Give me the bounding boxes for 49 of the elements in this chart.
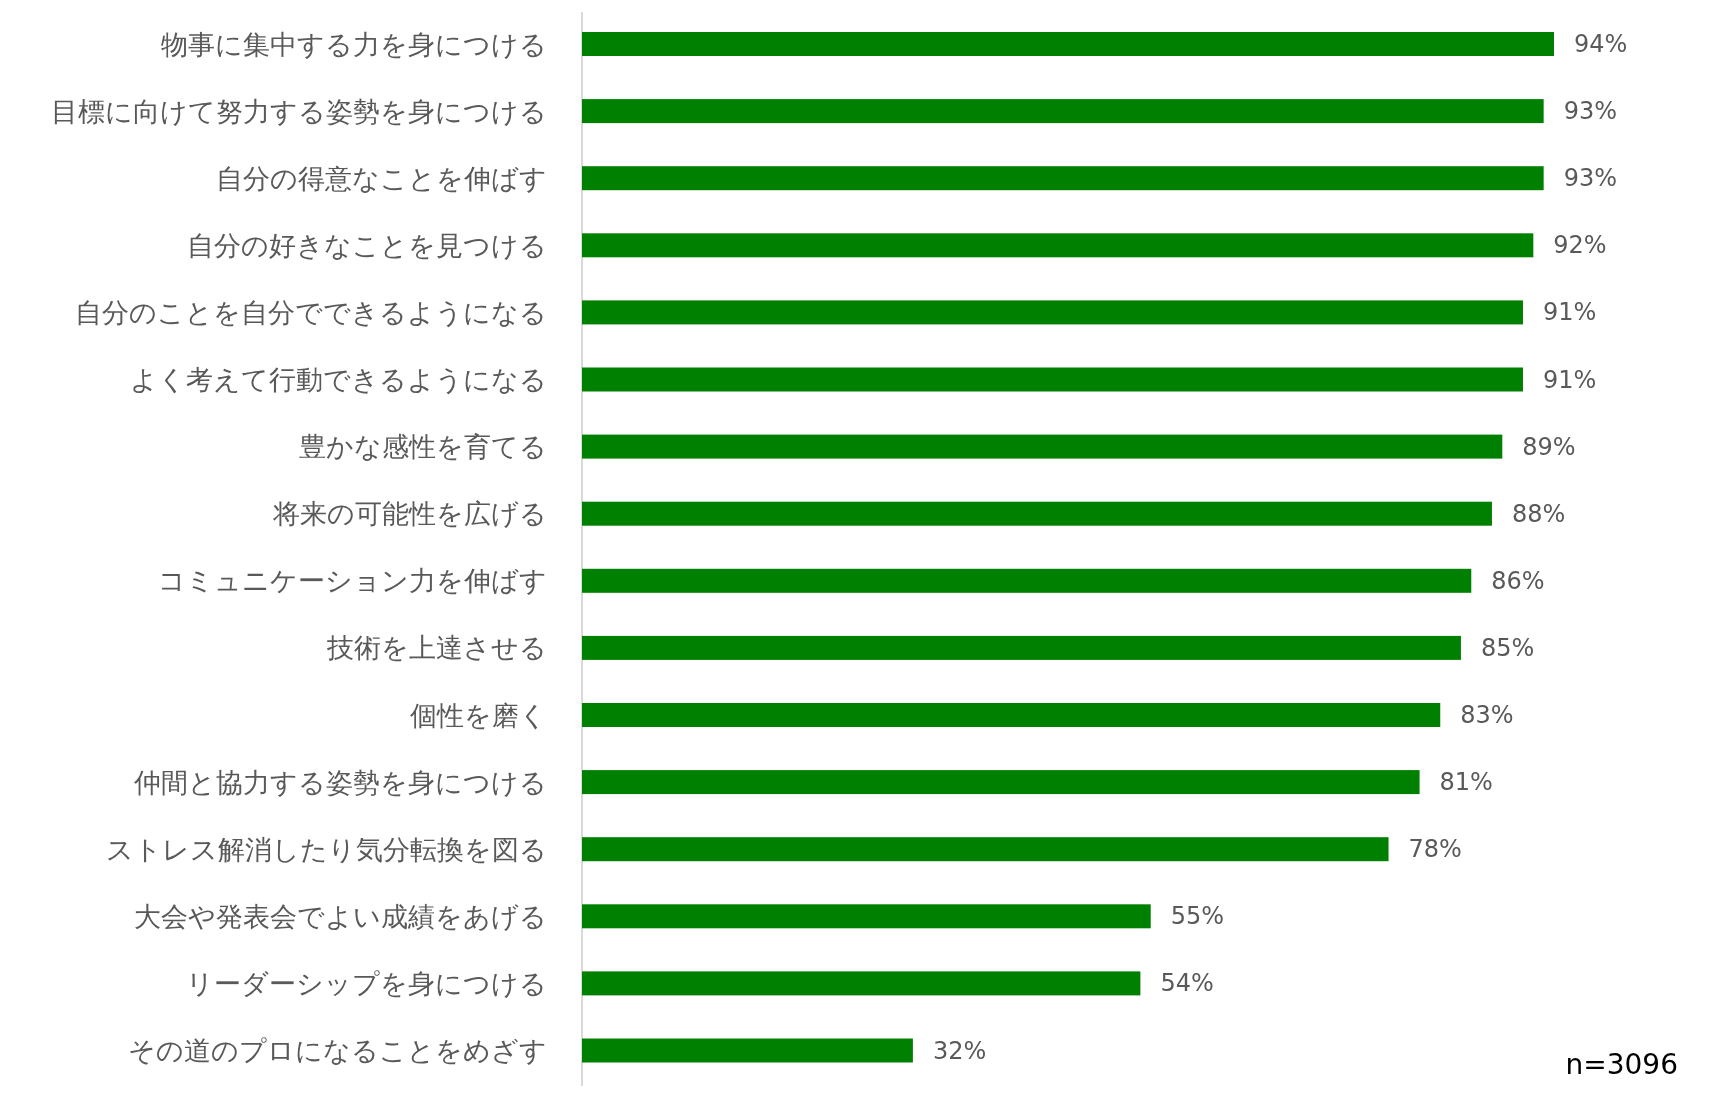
y-tick-label: 将来の可能性を広げる <box>272 498 547 530</box>
bar <box>582 904 1151 929</box>
data-label: 83% <box>1460 701 1514 729</box>
bar <box>582 99 1544 124</box>
y-tick-label: コミュニケーション力を伸ばす <box>158 565 547 597</box>
y-tick-label: よく考えて行動できるようになる <box>130 364 547 395</box>
bar <box>582 770 1420 795</box>
bar <box>582 166 1544 191</box>
bar <box>582 501 1492 526</box>
bar <box>582 1038 913 1063</box>
bar <box>582 837 1389 862</box>
y-tick-label: 豊かな感性を育てる <box>299 431 547 463</box>
y-tick-label: ストレス解消したり気分転換を図る <box>106 833 547 865</box>
y-tick-label: 技術を上達させる <box>326 632 547 664</box>
data-label: 88% <box>1511 499 1566 528</box>
bar <box>582 367 1523 392</box>
bar <box>582 434 1503 459</box>
data-label: 55% <box>1170 902 1225 931</box>
data-label: 91% <box>1542 298 1597 327</box>
data-label: 93% <box>1563 164 1617 193</box>
bar <box>582 300 1523 325</box>
bar <box>582 635 1461 660</box>
bar <box>582 971 1141 996</box>
y-tick-label: その道のプロになることをめざす <box>128 1035 547 1066</box>
bar <box>582 233 1534 258</box>
y-tick-label: 物事に集中する力を身につける <box>161 28 547 60</box>
data-label: 93% <box>1563 97 1617 126</box>
y-tick-label: 目標に向けて努力する姿勢を身につける <box>51 95 547 127</box>
y-tick-label: リーダーシップを身につける <box>186 967 547 999</box>
data-label: 91% <box>1542 365 1597 394</box>
data-label: 54% <box>1160 969 1214 998</box>
y-tick-label: 個性を磨く <box>410 699 547 731</box>
bar <box>582 568 1472 593</box>
data-label: 81% <box>1439 768 1493 797</box>
data-label: 86% <box>1491 566 1545 595</box>
data-label: 78% <box>1408 835 1462 864</box>
data-label: 89% <box>1522 432 1576 461</box>
y-tick-label: 自分の得意なことを伸ばす <box>216 162 547 194</box>
bar <box>582 32 1554 56</box>
y-tick-label: 自分の好きなことを見つける <box>187 229 547 261</box>
data-label: 85% <box>1480 633 1535 662</box>
y-tick-label: 自分のことを自分でできるようになる <box>75 296 547 328</box>
data-label: 32% <box>932 1036 987 1065</box>
y-tick-label: 大会や発表会でよい成績をあげる <box>134 900 547 932</box>
y-tick-label: 仲間と協力する姿勢を身につける <box>134 766 547 798</box>
bar <box>582 703 1441 727</box>
text: n=3096 <box>1565 1047 1678 1081</box>
data-label: 94% <box>1574 30 1628 58</box>
data-label: 92% <box>1553 231 1607 260</box>
